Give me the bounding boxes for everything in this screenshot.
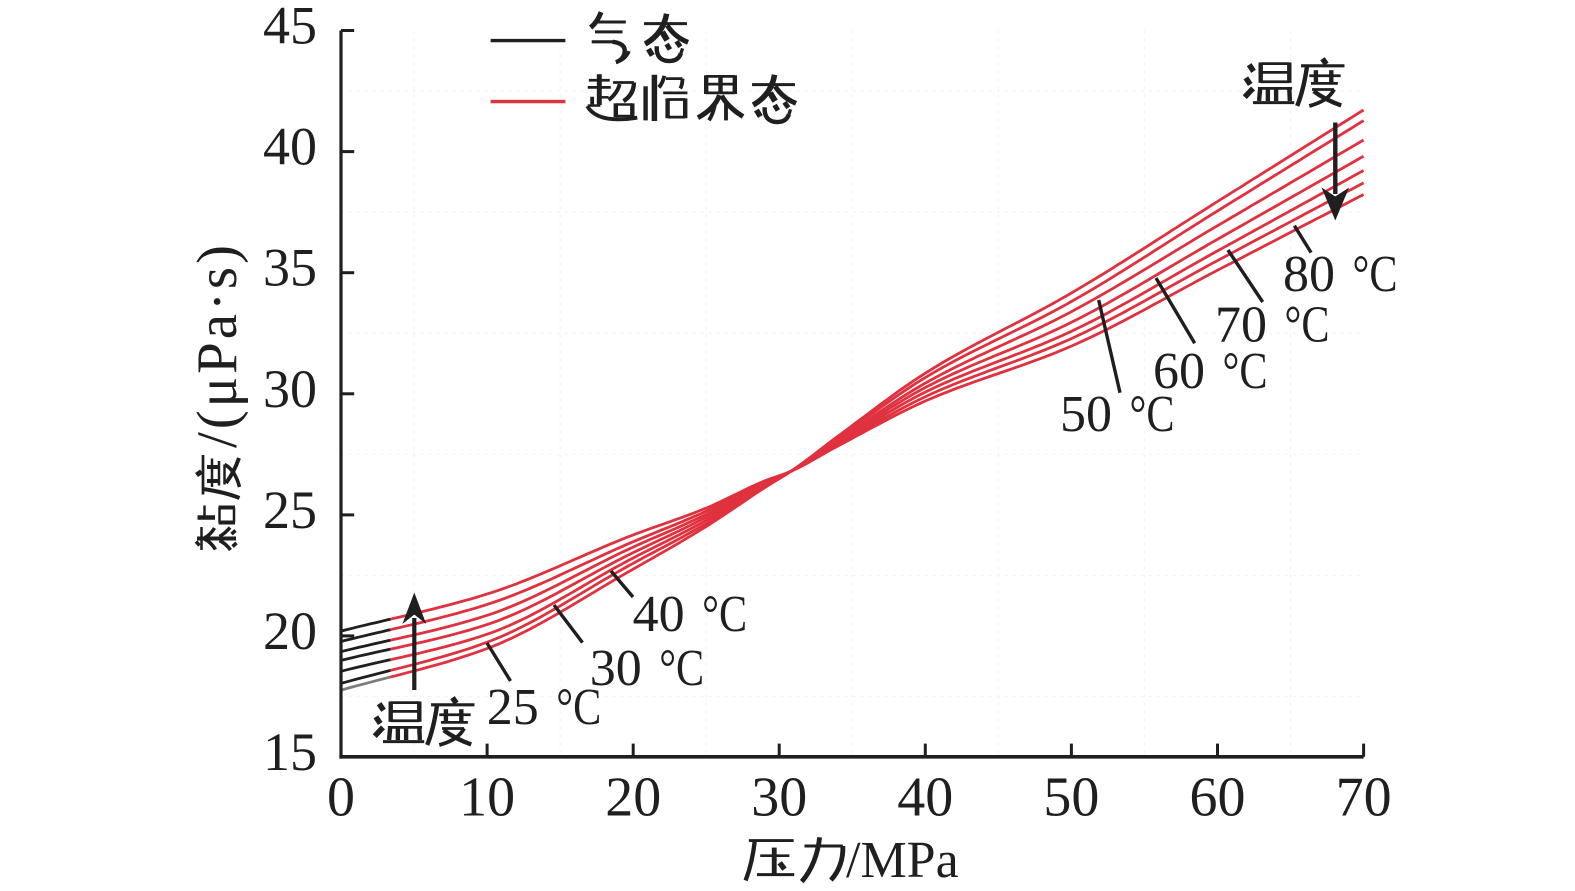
- svg-text:80: 80: [1283, 246, 1335, 303]
- svg-text:25: 25: [487, 679, 539, 736]
- svg-text:40: 40: [263, 117, 317, 177]
- svg-text:40: 40: [633, 586, 685, 643]
- svg-text:20: 20: [263, 601, 317, 661]
- svg-text:°C: °C: [1130, 386, 1175, 443]
- svg-text:°C: °C: [659, 640, 704, 697]
- svg-text:10: 10: [459, 767, 515, 829]
- svg-text:15: 15: [263, 722, 317, 782]
- svg-text:0: 0: [327, 767, 355, 829]
- svg-text:45: 45: [263, 0, 317, 56]
- svg-text:20: 20: [605, 767, 661, 829]
- svg-text:°C: °C: [556, 679, 601, 736]
- svg-text:70: 70: [1215, 297, 1267, 354]
- svg-text:25: 25: [263, 480, 317, 540]
- svg-text:70: 70: [1336, 767, 1392, 829]
- svg-text:50: 50: [1060, 386, 1112, 443]
- svg-text:50: 50: [1043, 767, 1099, 829]
- svg-text:35: 35: [263, 238, 317, 298]
- svg-text:/(μPa·s): /(μPa·s): [186, 245, 249, 448]
- svg-text:30: 30: [590, 640, 642, 697]
- svg-text:°C: °C: [1285, 297, 1330, 354]
- svg-text:°C: °C: [1223, 343, 1268, 400]
- svg-text:40: 40: [897, 767, 953, 829]
- svg-text:°C: °C: [1353, 246, 1398, 303]
- svg-text:°C: °C: [702, 586, 747, 643]
- svg-text:30: 30: [263, 359, 317, 419]
- svg-text:60: 60: [1153, 343, 1205, 400]
- svg-text:60: 60: [1190, 767, 1246, 829]
- svg-text:/MPa: /MPa: [846, 832, 959, 886]
- svg-text:30: 30: [751, 767, 807, 829]
